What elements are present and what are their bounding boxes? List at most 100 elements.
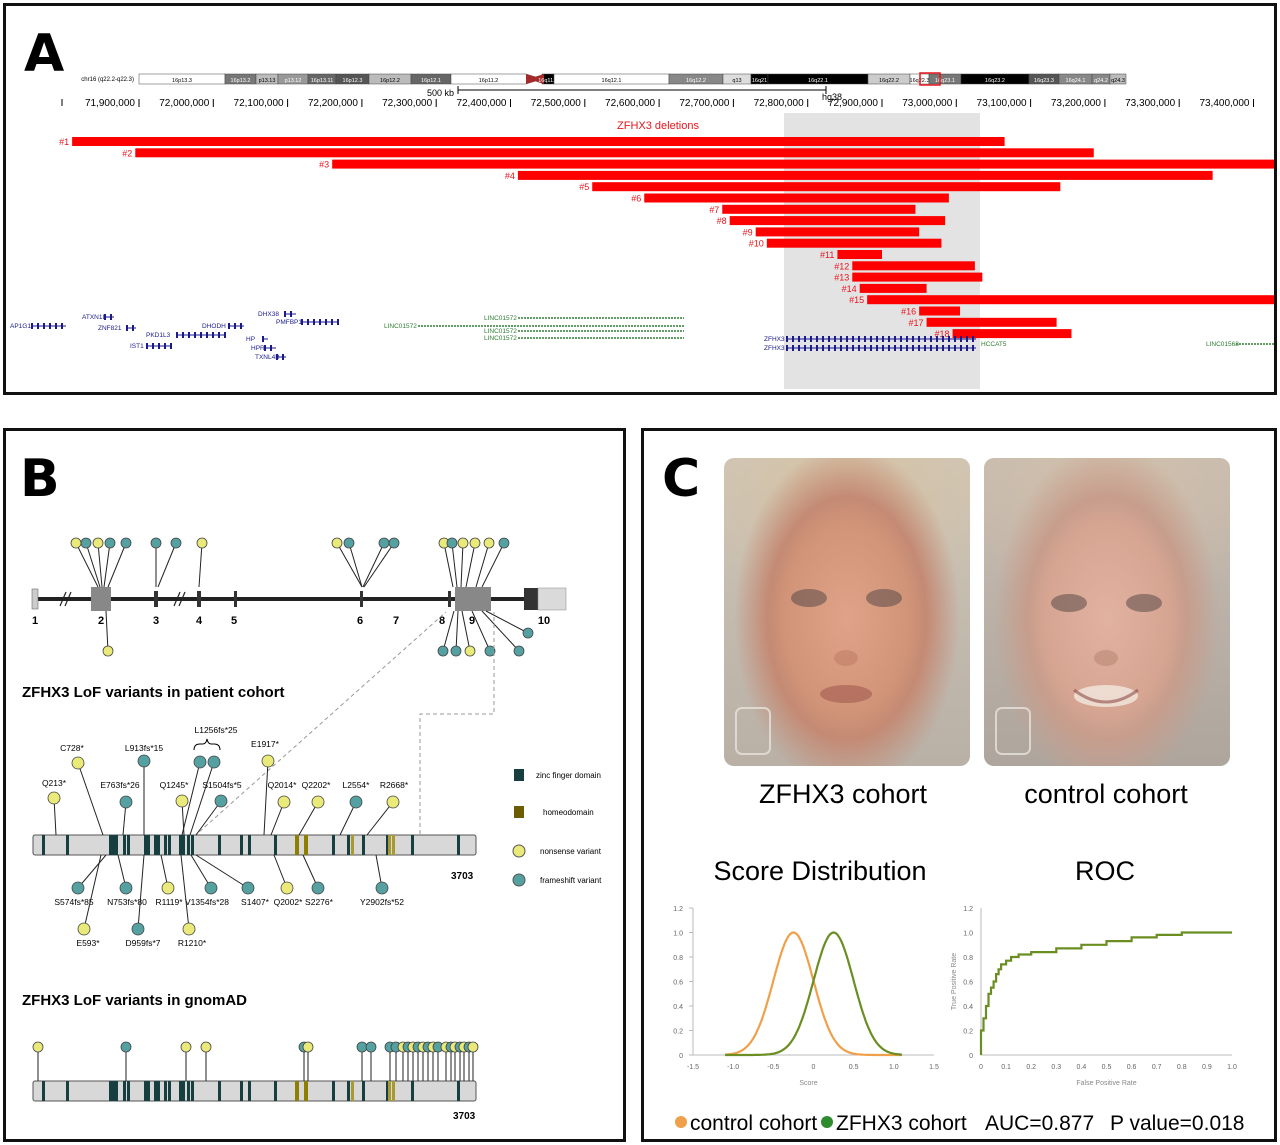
variant-stem <box>465 542 476 588</box>
homeodomain <box>392 1081 395 1101</box>
zinc-finger-domain <box>274 1081 277 1101</box>
deletion-label: #17 <box>909 318 924 328</box>
gene-exon <box>870 336 872 342</box>
variant-head <box>131 922 145 936</box>
gene-exon <box>804 345 806 351</box>
band-label: 16q12.1 <box>602 78 622 84</box>
deletion-bar <box>867 295 1274 305</box>
variant-head <box>302 1041 314 1053</box>
gene-exon <box>798 336 800 342</box>
gene-exon <box>126 325 128 331</box>
distribution-curve <box>725 931 902 1057</box>
homeodomain <box>388 1081 391 1101</box>
gene-exon <box>224 332 226 338</box>
variant-label: L913fs*15 <box>125 743 164 753</box>
zinc-finger-domain <box>191 1081 194 1101</box>
gene-exon <box>786 345 788 351</box>
coord-label: 72,300,000 <box>382 98 432 109</box>
gene-exon <box>834 345 836 351</box>
face2-caption: control cohort <box>1024 779 1188 809</box>
variant-head <box>446 537 458 549</box>
band-label: 16p12.3 <box>343 78 363 84</box>
gene-exon <box>876 336 878 342</box>
deletion-bar <box>135 148 1094 158</box>
distribution-curve <box>725 931 902 1057</box>
gene-exon <box>104 314 106 320</box>
zinc-finger-domain <box>191 835 194 855</box>
zinc-finger-domain <box>386 1081 389 1101</box>
variant-label: S1407* <box>241 897 270 907</box>
variant-stem <box>461 610 471 652</box>
variant-head <box>180 1041 192 1053</box>
variant-label: N753fs*80 <box>107 897 147 907</box>
gene-exon <box>930 336 932 342</box>
gene-exon <box>906 345 908 351</box>
gene-exon <box>264 345 266 351</box>
y-tick-label: 0 <box>679 1053 683 1060</box>
deletion-bar <box>919 306 961 316</box>
variant-stem <box>481 610 520 652</box>
zinc-finger-domain <box>109 1081 112 1101</box>
gnomad-title: ZFHX3 LoF variants in gnomAD <box>22 992 247 1009</box>
band-label: 16q23.3 <box>1034 78 1054 84</box>
gene-label: HP <box>246 336 255 343</box>
variant-stem <box>263 760 269 836</box>
gene-model-variants <box>70 537 534 657</box>
variant-stem <box>77 762 104 836</box>
legend-control: control cohort <box>690 1112 817 1135</box>
y-tick-label: 0.4 <box>963 1004 973 1011</box>
exon-label: 10 <box>538 615 550 627</box>
band-label: 16q23.1 <box>935 78 955 84</box>
zoom-line-left <box>188 611 447 842</box>
panel-b: B 1 2 3 4 5 6 7 8 9 10 ZFHX3 LoF variants in pati… <box>3 428 626 1142</box>
deletion-bar <box>722 204 916 214</box>
variant-head <box>457 537 469 549</box>
zinc-finger-domain <box>179 835 182 855</box>
gene-exon <box>798 345 800 351</box>
deletion-bar <box>644 193 949 203</box>
variant-label: Q2202* <box>302 780 332 790</box>
gene-exon <box>313 319 315 325</box>
roc-chart: 0 0.1 0.2 0.3 0.4 0.5 0.6 0.7 0.8 0.9 1.0 0 0.2 0.4 0.… <box>951 906 1237 1087</box>
variant-label: S574fs*85 <box>54 897 93 907</box>
zinc-finger-domain <box>109 835 112 855</box>
zinc-finger-domain <box>362 1081 365 1101</box>
variant-label: R2668* <box>380 780 409 790</box>
variant-head <box>464 645 476 657</box>
band-label: p13.12 <box>285 78 302 84</box>
gene-exon <box>846 336 848 342</box>
protein-bar <box>32 1080 477 1102</box>
variant-head <box>120 537 132 549</box>
zinc-finger-domain <box>240 1081 243 1101</box>
homeodomain <box>392 835 395 855</box>
gene-exon <box>164 343 166 349</box>
deletion-label: #16 <box>901 307 916 317</box>
zinc-finger-domain <box>115 835 118 855</box>
gene-exon <box>31 323 33 329</box>
panel-a: A chr16 (q22.2-q22.3) 16p13.3 16p13.2 p13.… <box>3 3 1277 395</box>
variant-head <box>331 537 343 549</box>
coord-label: 72,800,000 <box>754 98 804 109</box>
gene-exon <box>888 336 890 342</box>
gene-label: HPR <box>251 345 265 352</box>
gene-exon <box>966 336 968 342</box>
coord-label: 72,400,000 <box>456 98 506 109</box>
exon-label: 3 <box>153 615 159 627</box>
x-tick-label: -1.0 <box>727 1064 739 1071</box>
zinc-finger-domain <box>112 835 115 855</box>
gene-label: PMFBP1 <box>276 319 302 326</box>
y-tick-label: 1.2 <box>673 906 683 913</box>
variant-head <box>522 627 534 639</box>
zinc-finger-domain <box>347 1081 350 1101</box>
legend-zfhx3-dot <box>821 1116 833 1128</box>
zinc-finger-domain <box>411 835 414 855</box>
zinc-finger-domain <box>66 835 69 855</box>
gene-exon <box>337 319 339 325</box>
p-value: P value=0.018 <box>1110 1112 1244 1135</box>
variant-head <box>311 881 325 895</box>
protein-bar <box>32 834 477 856</box>
band-label: 16p13.3 <box>172 78 192 84</box>
zinc-finger-domain <box>154 835 157 855</box>
gene-exon <box>954 336 956 342</box>
